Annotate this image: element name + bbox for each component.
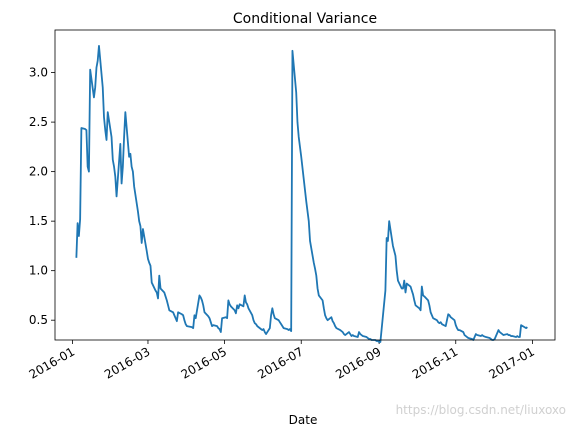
y-tick-label: 3.0	[29, 66, 48, 80]
y-tick-label: 1.5	[29, 214, 48, 228]
y-tick-label: 1.0	[29, 264, 48, 278]
watermark: https://blog.csdn.net/liuxoxo	[396, 403, 566, 417]
chart-title: Conditional Variance	[233, 11, 377, 27]
y-tick-label: 2.0	[29, 165, 48, 179]
y-tick-label: 2.5	[29, 115, 48, 129]
series-line	[75, 44, 528, 343]
axes-frame	[54, 29, 556, 341]
x-axis-label: Date	[289, 413, 318, 427]
y-tick-label: 0.5	[29, 313, 48, 327]
